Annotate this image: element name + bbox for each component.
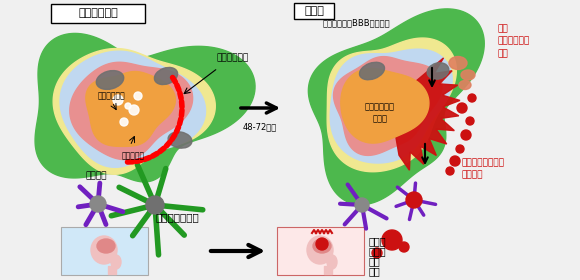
Polygon shape [86, 71, 175, 146]
Circle shape [129, 105, 139, 115]
FancyBboxPatch shape [61, 227, 148, 275]
Polygon shape [60, 51, 205, 167]
Polygon shape [341, 69, 429, 143]
Text: 48-72時間: 48-72時間 [243, 122, 277, 131]
Bar [108, 266, 116, 274]
Ellipse shape [313, 239, 331, 253]
Polygon shape [35, 33, 255, 182]
Circle shape [355, 198, 369, 212]
Circle shape [113, 95, 123, 105]
Text: ウイルス蛋白: ウイルス蛋白 [217, 53, 249, 62]
Circle shape [450, 156, 460, 166]
Circle shape [461, 130, 471, 140]
Text: 神経細胞: 神経細胞 [85, 171, 107, 181]
Text: 脳浮腫: 脳浮腫 [369, 236, 387, 246]
Polygon shape [53, 48, 215, 174]
Bar [324, 266, 332, 274]
Circle shape [446, 167, 454, 175]
Ellipse shape [449, 57, 467, 69]
Text: 脳血液関門（BBB）の破壊: 脳血液関門（BBB）の破壊 [322, 18, 390, 27]
Ellipse shape [307, 236, 333, 264]
Text: 脳出血: 脳出血 [369, 246, 387, 256]
Text: アストロサイトの
突起断裂: アストロサイトの 突起断裂 [462, 158, 505, 179]
Ellipse shape [96, 71, 124, 89]
Polygon shape [70, 62, 193, 160]
Ellipse shape [154, 67, 177, 85]
Circle shape [468, 94, 476, 102]
Circle shape [406, 192, 422, 208]
Ellipse shape [111, 255, 121, 269]
Text: 血管内皮細胞: 血管内皮細胞 [98, 92, 126, 101]
Ellipse shape [168, 132, 192, 148]
Circle shape [466, 117, 474, 125]
Ellipse shape [427, 63, 449, 79]
Circle shape [316, 238, 328, 250]
Ellipse shape [360, 62, 385, 80]
Ellipse shape [91, 236, 117, 264]
Circle shape [456, 145, 464, 153]
Circle shape [399, 242, 409, 252]
Text: 急性期: 急性期 [304, 6, 324, 16]
Circle shape [372, 248, 382, 258]
Text: 昏睡: 昏睡 [369, 266, 380, 276]
Circle shape [120, 118, 128, 126]
FancyBboxPatch shape [277, 227, 364, 275]
Polygon shape [390, 58, 460, 170]
Ellipse shape [461, 70, 475, 80]
Circle shape [382, 230, 402, 250]
Text: 脳血管内腔: 脳血管内腔 [121, 151, 144, 160]
FancyBboxPatch shape [294, 3, 334, 19]
Circle shape [125, 103, 131, 109]
Text: アストロサイト: アストロサイト [155, 212, 199, 222]
Ellipse shape [459, 81, 471, 90]
Text: ウイルス感染: ウイルス感染 [78, 8, 118, 18]
Ellipse shape [327, 255, 337, 269]
Polygon shape [309, 9, 484, 205]
Circle shape [134, 92, 142, 100]
Text: 血管内皮細胞
の壊死: 血管内皮細胞 の壊死 [365, 102, 395, 124]
Text: 痙攣: 痙攣 [369, 256, 380, 266]
Polygon shape [330, 49, 452, 163]
Circle shape [90, 196, 106, 212]
Polygon shape [334, 57, 442, 155]
Circle shape [457, 103, 467, 113]
FancyBboxPatch shape [51, 4, 145, 23]
Ellipse shape [97, 239, 115, 253]
Circle shape [146, 196, 164, 214]
Text: 出血
血管内成分の
漏出: 出血 血管内成分の 漏出 [497, 24, 529, 58]
Polygon shape [327, 38, 456, 172]
